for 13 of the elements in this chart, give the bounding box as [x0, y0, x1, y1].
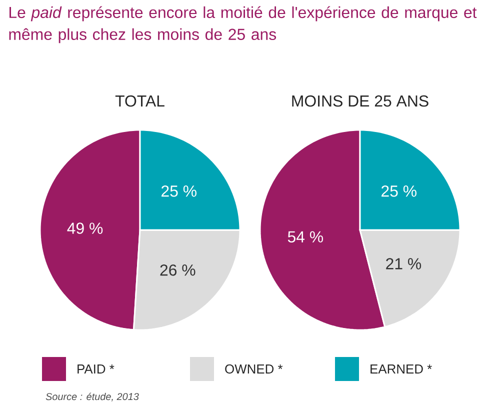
- data-label: 25 %: [382, 185, 416, 197]
- chart-title: Le paid représente encore la moitié de l'expérience de marque et même plus chez les moins de 25 ans: [9, 6, 477, 44]
- data-label: 26 %: [160, 264, 196, 276]
- legend-label: EARNED *: [370, 364, 432, 374]
- source-note: Source : étude, 2013: [46, 392, 139, 402]
- chart-subtitle: MOINS DE 25 ANS: [292, 95, 428, 107]
- data-label: 54 %: [288, 231, 324, 242]
- chart-subtitle: TOTAL: [115, 95, 164, 107]
- legend-label: OWNED *: [225, 364, 283, 374]
- legend-label: PAID *: [78, 364, 114, 374]
- data-label: 25 %: [162, 185, 196, 197]
- data-label: 21 %: [386, 258, 422, 270]
- data-label: 49 %: [67, 222, 103, 234]
